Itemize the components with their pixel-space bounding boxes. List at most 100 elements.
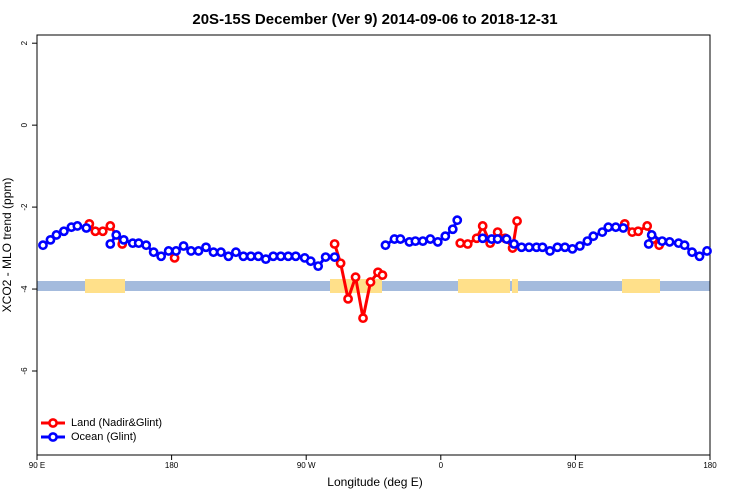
- y-tick-label: -6: [20, 367, 29, 375]
- land-patch: [512, 279, 518, 293]
- point: [410, 236, 421, 247]
- point: [477, 221, 488, 231]
- point: [380, 240, 391, 251]
- point: [447, 224, 458, 235]
- point: [377, 270, 388, 281]
- x-tick-label: 0: [439, 461, 444, 470]
- point: [238, 251, 249, 262]
- land-patch: [458, 279, 510, 293]
- point: [588, 231, 599, 242]
- point: [574, 241, 585, 251]
- point: [618, 223, 629, 233]
- point: [524, 242, 534, 253]
- point: [313, 261, 324, 272]
- point: [657, 236, 668, 247]
- point: [537, 242, 548, 253]
- point: [97, 226, 108, 237]
- x-axis-label: Longitude (deg E): [327, 475, 422, 489]
- legend-label: Ocean (Glint): [71, 431, 136, 443]
- x-tick-label: 180: [703, 461, 717, 470]
- point: [702, 246, 712, 256]
- point: [545, 246, 555, 256]
- point: [694, 251, 705, 262]
- point: [642, 221, 653, 231]
- point: [492, 234, 503, 244]
- point: [90, 226, 101, 237]
- point: [118, 234, 129, 245]
- point: [81, 223, 92, 233]
- y-tick-label: 2: [20, 40, 29, 45]
- point: [516, 242, 527, 253]
- point: [358, 313, 368, 324]
- point: [283, 251, 294, 262]
- point: [38, 240, 48, 251]
- y-tick-label: 0: [20, 122, 29, 127]
- point: [245, 251, 256, 262]
- point: [171, 246, 181, 256]
- point: [208, 247, 219, 258]
- point: [193, 246, 204, 256]
- point: [567, 243, 578, 254]
- point: [610, 222, 621, 233]
- point: [260, 254, 271, 265]
- point: [509, 239, 519, 249]
- land-patch: [85, 279, 125, 293]
- point: [646, 230, 657, 240]
- point: [582, 236, 593, 247]
- point: [320, 252, 331, 262]
- point: [643, 239, 654, 249]
- point: [111, 230, 122, 240]
- point: [223, 251, 234, 262]
- land-patch: [622, 279, 660, 293]
- point: [462, 239, 473, 249]
- point: [552, 242, 563, 253]
- point: [133, 238, 144, 249]
- point: [59, 226, 69, 237]
- point: [440, 231, 451, 242]
- point: [343, 293, 353, 304]
- point: [335, 258, 346, 269]
- point: [603, 222, 614, 233]
- y-tick-label: -2: [20, 203, 29, 211]
- legend-marker: [48, 418, 58, 428]
- point: [275, 251, 286, 262]
- point: [186, 246, 196, 256]
- chart-title: 20S-15S December (Ver 9) 2014-09-06 to 2…: [192, 11, 557, 28]
- point: [597, 227, 608, 237]
- legend-marker: [48, 432, 58, 442]
- point: [560, 242, 570, 253]
- plot-frame: [36, 34, 711, 456]
- point: [329, 239, 340, 249]
- point: [72, 221, 83, 231]
- x-tick-label: 90 E: [567, 461, 583, 470]
- point: [231, 247, 241, 258]
- point: [512, 216, 522, 226]
- point: [163, 246, 174, 256]
- point: [633, 226, 644, 237]
- point: [305, 256, 316, 267]
- x-tick-label: 90 W: [297, 461, 316, 470]
- y-axis-label: XCO2 - MLO trend (ppm): [0, 178, 14, 313]
- point: [425, 234, 436, 244]
- x-tick-label: 180: [165, 461, 179, 470]
- point: [664, 237, 675, 247]
- point: [365, 277, 376, 287]
- point: [156, 251, 167, 262]
- x-tick-label: 90 E: [29, 461, 45, 470]
- point: [501, 234, 512, 244]
- point: [148, 247, 159, 258]
- point: [432, 237, 443, 247]
- point: [290, 251, 301, 262]
- point: [455, 238, 466, 249]
- point: [687, 247, 697, 258]
- point: [216, 247, 226, 258]
- point: [679, 240, 690, 251]
- point: [268, 251, 279, 262]
- point: [105, 221, 116, 231]
- point: [452, 215, 463, 226]
- point: [350, 272, 361, 283]
- point: [45, 234, 56, 245]
- point: [477, 233, 488, 244]
- point: [105, 239, 116, 249]
